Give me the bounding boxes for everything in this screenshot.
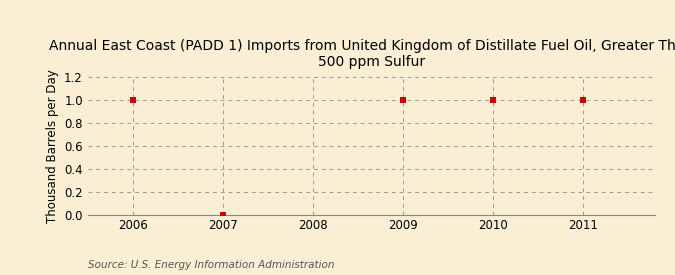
Point xyxy=(487,98,498,102)
Title: Annual East Coast (PADD 1) Imports from United Kingdom of Distillate Fuel Oil, G: Annual East Coast (PADD 1) Imports from … xyxy=(49,39,675,69)
Text: Source: U.S. Energy Information Administration: Source: U.S. Energy Information Administ… xyxy=(88,260,334,270)
Point xyxy=(217,212,228,217)
Point xyxy=(577,98,588,102)
Point xyxy=(398,98,408,102)
Point xyxy=(128,98,138,102)
Y-axis label: Thousand Barrels per Day: Thousand Barrels per Day xyxy=(46,69,59,223)
